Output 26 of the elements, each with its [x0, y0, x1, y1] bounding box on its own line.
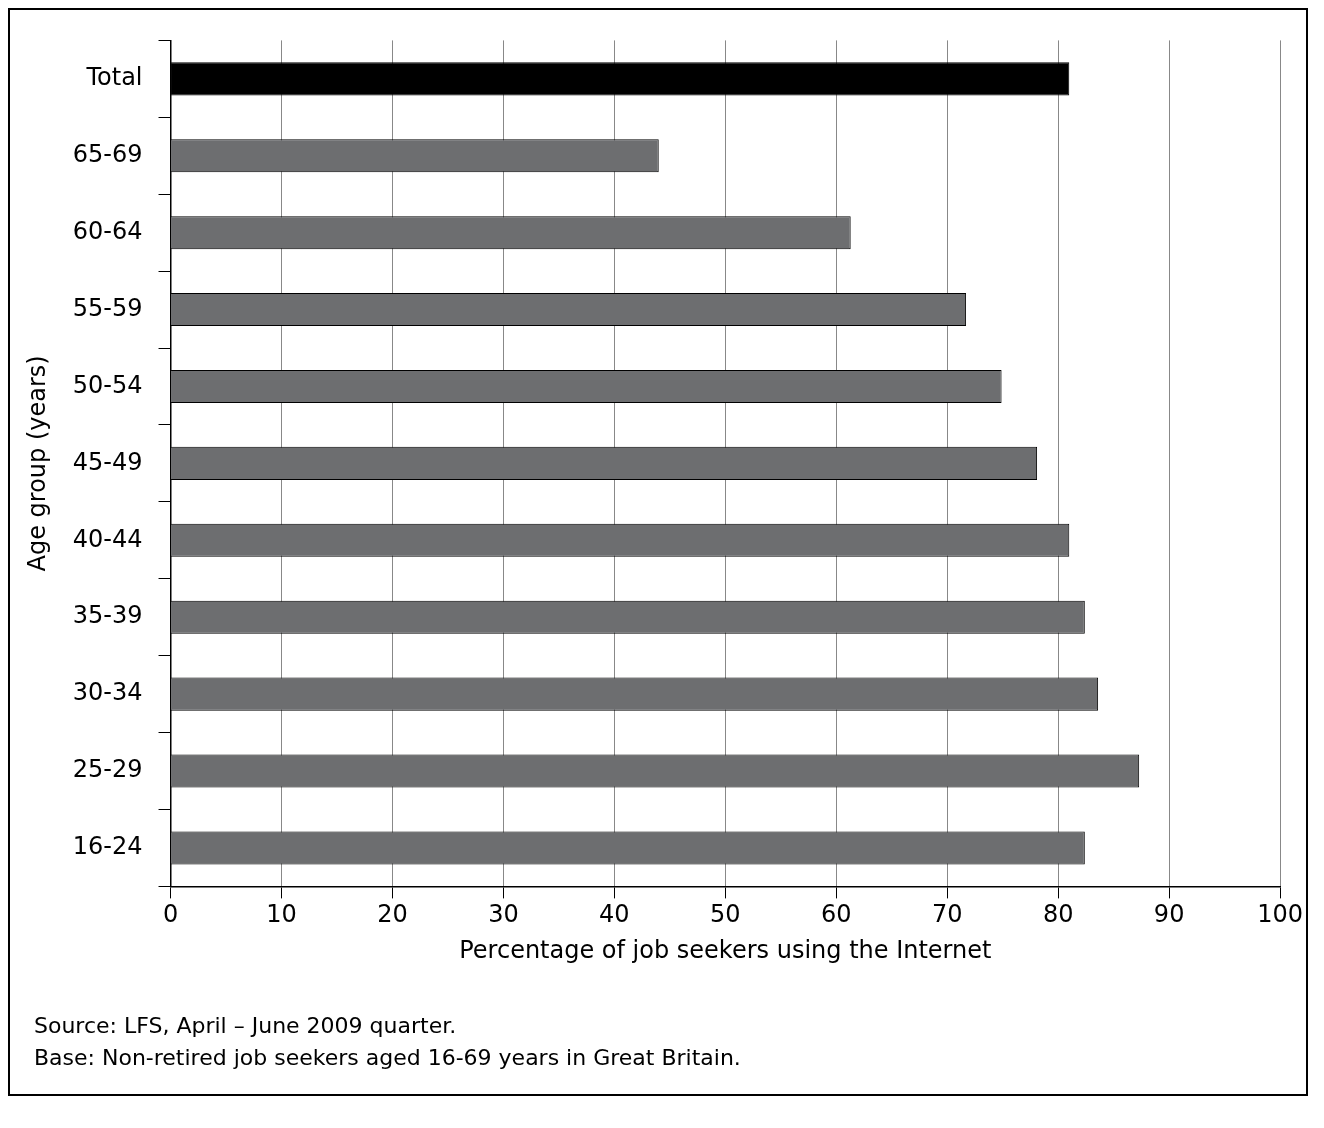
y-tick-label: Total [85, 63, 143, 92]
y-tick-label: 25-29 [72, 755, 143, 784]
x-axis-title: Percentage of job seekers using the Internet [459, 935, 992, 964]
text: Base: Non-retired job seekers aged 16-69 years in Great Britain. [34, 1044, 742, 1072]
x-tick-label: 50 [710, 900, 741, 929]
x-tick-label: 100 [1257, 900, 1303, 929]
y-tick-label: 65-69 [72, 140, 143, 168]
y-tick-label: 45-49 [72, 447, 143, 476]
source-note: Source: LFS, April – June 2009 quarter. [34, 1012, 458, 1040]
x-tick-label: 70 [931, 900, 963, 929]
y-tick-label: 60-64 [72, 216, 143, 245]
y-tick-label: 16-24 [72, 832, 143, 861]
y-axis-title: Age group (years) [22, 355, 51, 572]
x-tick-label: 80 [1042, 900, 1074, 929]
y-tick-label: 50-54 [72, 370, 143, 399]
x-tick-label: 10 [266, 900, 297, 929]
x-tick-label: 0 [162, 900, 179, 929]
x-tick-label: 30 [488, 900, 519, 929]
x-tick-label: 20 [377, 900, 408, 929]
y-tick-label: 30-34 [72, 678, 143, 707]
y-tick-label: 35-39 [72, 601, 143, 630]
y-tick-label: 55-59 [72, 293, 143, 322]
y-tick-label: 40-44 [72, 524, 143, 553]
x-tick-label: 90 [1153, 900, 1185, 929]
x-tick-label: 60 [821, 900, 852, 929]
x-tick-label: 40 [599, 900, 630, 929]
